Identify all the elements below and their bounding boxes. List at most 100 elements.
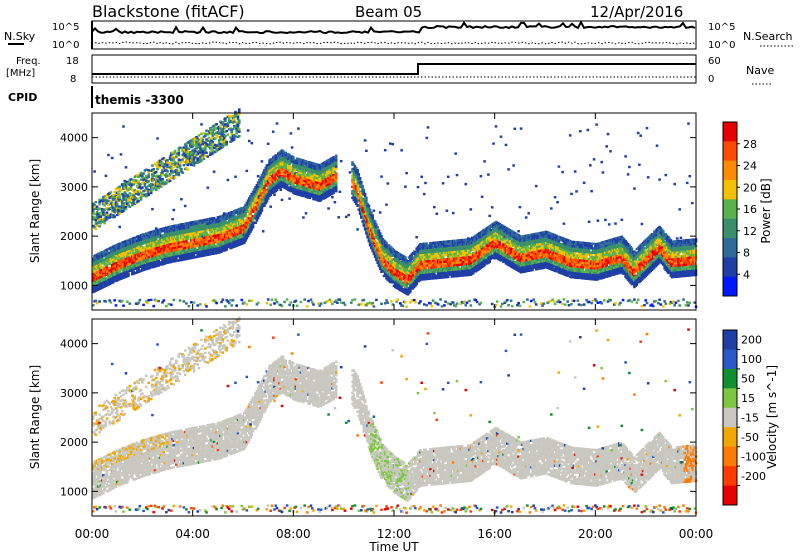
- power-cell: [426, 126, 430, 129]
- power-cell: [362, 219, 366, 223]
- power-cell: [227, 220, 231, 224]
- power-cell: [290, 157, 294, 160]
- power-cell: [256, 301, 260, 305]
- power-cell: [302, 163, 305, 167]
- power-cell: [231, 114, 235, 117]
- power-cell: [405, 285, 408, 289]
- power-cell: [211, 245, 215, 249]
- power-cell: [186, 152, 189, 156]
- power-cell: [269, 303, 272, 306]
- power-cell: [240, 298, 244, 302]
- power-cell: [368, 301, 372, 305]
- power-cell: [146, 265, 149, 268]
- power-cell: [303, 170, 306, 174]
- power-cell: [138, 256, 142, 260]
- power-cell: [196, 233, 199, 236]
- power-cell: [158, 232, 162, 236]
- power-cell: [154, 188, 158, 191]
- power-cell: [316, 187, 319, 191]
- power-cell: [327, 179, 330, 182]
- power-cell: [319, 198, 323, 202]
- power-cell: [367, 220, 371, 223]
- power-cell: [211, 149, 215, 153]
- power-cell: [148, 260, 152, 263]
- power-cell: [109, 253, 113, 256]
- power-cell: [326, 164, 329, 167]
- power-cell: [180, 167, 183, 171]
- power-cell: [215, 301, 218, 305]
- power-cell: [109, 191, 113, 194]
- power-cell: [289, 190, 293, 193]
- power-cell: [154, 170, 158, 174]
- power-cell: [205, 305, 208, 308]
- power-cell: [112, 276, 115, 279]
- power-cell: [115, 202, 119, 206]
- power-cell: [402, 284, 406, 287]
- power-cell: [92, 218, 95, 221]
- power-cell: [419, 300, 422, 303]
- power-cell: [188, 151, 192, 154]
- power-cell: [245, 237, 249, 240]
- nsky-label: N.Sky: [4, 30, 36, 43]
- power-cell: [367, 206, 371, 210]
- power-cell: [205, 151, 208, 154]
- power-cell: [293, 181, 296, 184]
- power-cell: [212, 129, 216, 132]
- power-cell: [377, 251, 381, 254]
- power-cell: [214, 241, 217, 244]
- power-cell: [196, 146, 199, 149]
- power-cell: [107, 278, 110, 282]
- power-cell: [405, 281, 408, 284]
- power-cell: [225, 129, 228, 133]
- power-cell: [154, 177, 158, 180]
- power-cell: [177, 154, 181, 157]
- power-cell: [318, 181, 322, 185]
- power-cell: [141, 235, 144, 239]
- power-cell: [161, 164, 164, 167]
- power-cell: [178, 162, 182, 165]
- power-cell: [166, 163, 169, 166]
- power-cell: [409, 290, 412, 293]
- power-cell: [421, 260, 425, 263]
- noise-panel-frame: [91, 20, 697, 50]
- power-cell: [113, 197, 116, 201]
- power-cell: [292, 178, 295, 181]
- power-cell: [288, 187, 291, 190]
- power-cell: [128, 260, 132, 264]
- power-cell: [163, 158, 167, 161]
- power-cell: [209, 253, 212, 256]
- power-cell: [202, 153, 206, 156]
- power-cell: [185, 302, 188, 305]
- power-cell: [264, 193, 267, 196]
- power-cell: [195, 142, 198, 145]
- power-cell: [176, 235, 179, 238]
- power-cell: [93, 204, 96, 207]
- power-cell: [219, 142, 222, 146]
- power-cell: [318, 304, 322, 307]
- power-cell: [109, 268, 113, 272]
- power-cell: [253, 203, 256, 207]
- power-cell: [95, 302, 99, 305]
- power-cell: [366, 233, 369, 237]
- power-cell: [294, 188, 298, 191]
- power-cell: [133, 236, 137, 239]
- power-cell: [129, 246, 133, 250]
- power-cell: [426, 257, 430, 261]
- power-cell: [118, 225, 121, 229]
- power-cell: [209, 127, 212, 130]
- power-cell: [327, 207, 330, 210]
- power-cell: [152, 174, 155, 178]
- power-cell: [397, 259, 401, 262]
- power-cell: [181, 158, 184, 161]
- power-cell: [375, 227, 378, 231]
- power-cell: [248, 299, 251, 302]
- power-cell: [147, 253, 150, 257]
- power-cell: [104, 262, 108, 265]
- station-title: Blackstone (fitACF): [92, 2, 245, 21]
- power-cell: [391, 143, 395, 146]
- power-cell: [94, 220, 98, 224]
- power-cell: [412, 261, 416, 264]
- power-cell: [114, 262, 118, 265]
- power-cell: [124, 185, 128, 189]
- power-cell: [329, 159, 333, 163]
